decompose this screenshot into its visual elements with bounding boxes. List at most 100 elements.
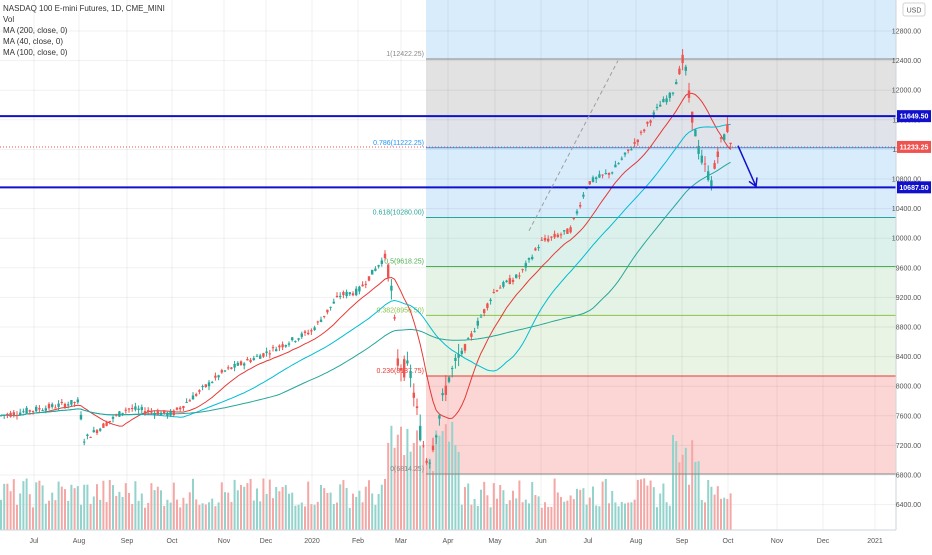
candle-body	[300, 333, 303, 337]
fib-zone-2	[426, 147, 896, 218]
volume-bar	[240, 485, 242, 530]
volume-bar	[467, 483, 470, 530]
candle-body	[118, 411, 121, 417]
volume-bar	[640, 479, 642, 530]
volume-bar	[617, 506, 620, 530]
volume-bar	[233, 479, 236, 530]
volume-bar	[105, 502, 108, 530]
legend-ma40[interactable]: MA (40, close, 0)	[3, 37, 64, 46]
volume-bar	[44, 503, 47, 530]
candle-body	[515, 274, 518, 278]
fib-label: 0(6814.25)	[390, 466, 424, 473]
candle-body	[361, 284, 364, 287]
volume-bar	[390, 425, 393, 530]
volume-bar	[313, 504, 316, 530]
candle-body	[278, 345, 281, 348]
x-tick-label: Jul	[584, 538, 593, 545]
candle-body	[166, 412, 169, 416]
candle-body	[185, 401, 188, 403]
fib-label: 0.786(11222.25)	[373, 140, 424, 147]
legend-vol[interactable]: Vol	[3, 15, 15, 24]
candle-body	[454, 357, 457, 362]
candle-body	[54, 407, 57, 409]
candle-body	[313, 327, 316, 331]
volume-bar	[211, 498, 214, 530]
candle-body	[281, 344, 284, 348]
x-tick-label: Oct	[167, 538, 178, 545]
x-tick-label: May	[488, 538, 502, 545]
volume-bar	[675, 441, 678, 530]
candle-body	[559, 234, 563, 236]
y-tick-label: 9600.00	[896, 265, 921, 272]
fib-zone-ext	[426, 0, 896, 59]
volume-bar	[236, 490, 239, 530]
legend-ma100[interactable]: MA (100, close, 0)	[3, 48, 68, 57]
volume-bar	[227, 492, 230, 530]
volume-bar	[86, 484, 89, 530]
candle-body	[284, 345, 287, 347]
candle-body	[627, 149, 630, 151]
volume-bar	[342, 480, 345, 530]
candle-body	[201, 386, 204, 388]
candle-body	[611, 172, 614, 174]
volume-bar	[416, 430, 418, 530]
candle-body	[35, 406, 38, 412]
volume-bar	[201, 503, 204, 530]
volume-bar	[147, 502, 150, 530]
candle-body	[665, 98, 668, 103]
candle-body	[335, 295, 339, 297]
volume-bar	[528, 503, 530, 530]
price-axis	[896, 0, 932, 550]
candle-body	[380, 260, 383, 264]
candle-body	[262, 353, 265, 357]
candle-body	[604, 172, 607, 174]
y-tick-label: 12400.00	[892, 58, 921, 65]
volume-bar	[96, 484, 98, 530]
symbol-title[interactable]: NASDAQ 100 E-mini Futures, 1D, CME_MINI	[3, 4, 165, 13]
candle-body	[492, 291, 495, 293]
volume-bar	[553, 478, 556, 530]
candle-body	[111, 416, 115, 419]
candle-body	[662, 99, 665, 103]
volume-bar	[131, 503, 134, 530]
volume-bar	[720, 498, 722, 530]
volume-bar	[284, 485, 287, 530]
volume-bar	[406, 428, 409, 530]
candle-body	[195, 394, 198, 396]
volume-bar	[524, 499, 527, 530]
volume-bar	[204, 504, 207, 530]
volume-bar	[345, 488, 348, 530]
candle-body	[582, 194, 585, 197]
candle-body	[540, 239, 543, 241]
candle-body	[473, 331, 476, 333]
volume-bar	[28, 494, 31, 530]
candle-body	[163, 410, 166, 414]
legend-ma200[interactable]: MA (200, close, 0)	[3, 26, 68, 35]
candle-body	[172, 410, 175, 415]
fib-label: 0.618(10280.00)	[373, 209, 424, 216]
volume-bar	[224, 492, 226, 530]
volume-bar	[195, 499, 198, 530]
volume-bar	[448, 441, 450, 530]
candle-body	[668, 92, 671, 99]
candle-body	[547, 238, 550, 242]
candle-body	[345, 291, 348, 297]
volume-bar	[496, 498, 498, 530]
candle-body	[691, 111, 694, 123]
volume-bar	[192, 478, 194, 530]
candle-body	[588, 181, 591, 185]
candle-body	[374, 268, 377, 271]
volume-bar	[688, 484, 690, 530]
volume-bar	[134, 481, 137, 530]
volume-bar	[102, 480, 105, 530]
volume-bar	[393, 447, 396, 530]
volume-bar	[355, 496, 358, 530]
candle-body	[207, 382, 211, 387]
volume-bar	[540, 507, 543, 530]
volume-bar	[310, 504, 313, 530]
volume-bar	[403, 455, 406, 530]
volume-bar	[518, 480, 521, 530]
candle-body	[223, 370, 227, 372]
